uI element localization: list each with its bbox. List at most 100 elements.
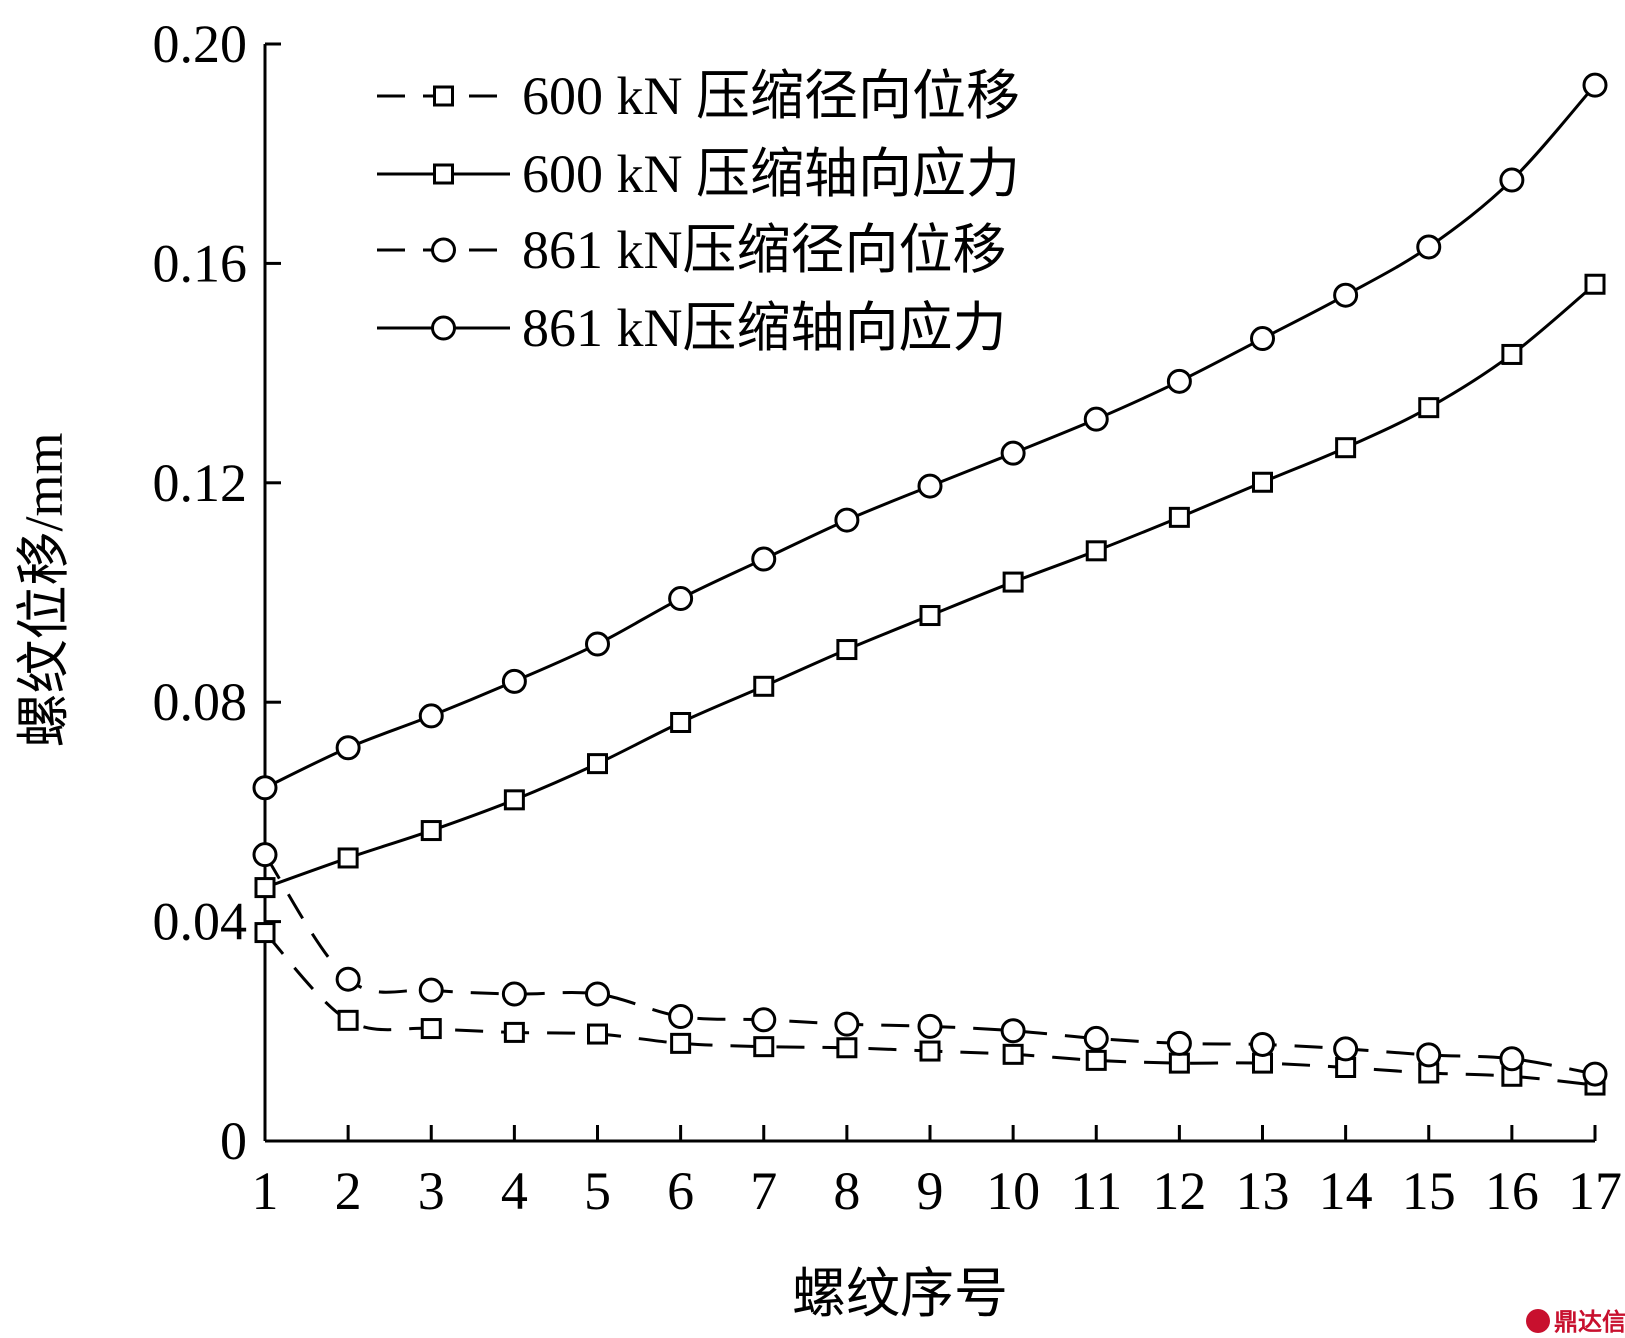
legend-swatch-marker <box>431 237 456 263</box>
legend-swatch-marker <box>431 315 456 341</box>
series-1-point <box>503 1021 525 1043</box>
legend-label: 600 kN 压缩轴向应力 <box>522 144 1020 204</box>
series-3-point <box>668 1003 694 1029</box>
series-4-point <box>1499 167 1525 193</box>
series-3-point <box>834 1011 860 1037</box>
series-4-point <box>1582 72 1608 98</box>
series-3-point <box>1333 1036 1359 1062</box>
series-4-point <box>252 775 278 801</box>
series-4-point <box>917 473 943 499</box>
series-3-point <box>585 981 610 1007</box>
series-1-point <box>587 1023 608 1045</box>
series-2-point <box>254 877 276 899</box>
series-2-point <box>1501 343 1523 365</box>
x-tick-label: 13 <box>1236 1161 1290 1221</box>
y-ticks: 0 0.04 0.08 0.12 0.16 0.20 <box>153 14 281 1171</box>
x-tick-label: 12 <box>1152 1161 1206 1221</box>
series-1-point <box>1002 1043 1024 1065</box>
x-tick-label: 3 <box>418 1161 445 1221</box>
x-tick-label: 2 <box>335 1161 362 1221</box>
series-2-point <box>919 605 941 627</box>
y-tick-label: 0.20 <box>153 14 248 74</box>
axes <box>263 44 1595 1143</box>
series-3-point <box>418 977 444 1003</box>
series-1-point <box>753 1036 775 1058</box>
series-2 <box>254 273 1606 899</box>
series-2-point <box>1584 273 1606 295</box>
x-tick-label: 1 <box>252 1161 279 1221</box>
series-3-point <box>1499 1046 1525 1072</box>
series-3-point <box>751 1007 777 1033</box>
series-2-point <box>1252 471 1273 493</box>
series-1-point <box>1085 1049 1107 1071</box>
x-tick-label: 11 <box>1070 1161 1122 1221</box>
x-tick-label: 9 <box>917 1161 944 1221</box>
series-4-point <box>1416 234 1442 260</box>
series-2-line <box>264 283 1596 890</box>
series-2-point <box>1085 540 1107 562</box>
x-tick-label: 15 <box>1402 1161 1456 1221</box>
x-tick-label: 4 <box>501 1161 528 1221</box>
legend-label: 861 kN压缩径向位移 <box>522 220 1007 280</box>
legend-swatch-marker <box>433 163 454 185</box>
watermark-icon <box>1526 1309 1550 1333</box>
legend-label: 861 kN压缩轴向应力 <box>522 298 1007 358</box>
x-tick-label: 17 <box>1568 1161 1622 1221</box>
series-4-point <box>668 586 694 612</box>
series-layer <box>252 72 1608 1096</box>
series-4-point <box>1166 368 1192 394</box>
series-4-point <box>1333 282 1359 308</box>
y-tick-label: 0.12 <box>153 453 248 513</box>
watermark-logo: 鼎达信 <box>1526 1308 1625 1336</box>
series-3-point <box>1582 1061 1608 1087</box>
series-4-point <box>418 703 444 729</box>
x-tick-label: 16 <box>1485 1161 1539 1221</box>
series-1-point <box>337 1009 359 1031</box>
series-4 <box>252 72 1608 801</box>
series-3-point <box>1250 1031 1275 1057</box>
series-3-point <box>1166 1030 1192 1056</box>
x-tick-label: 6 <box>667 1161 694 1221</box>
series-3-point <box>501 981 527 1007</box>
series-4-point <box>1000 440 1026 466</box>
x-axis-title: 螺纹序号 <box>792 1264 1008 1324</box>
series-2-point <box>503 789 525 811</box>
y-tick-label: 0.16 <box>153 233 248 293</box>
series-1-point <box>670 1032 692 1054</box>
series-1-point <box>919 1040 941 1062</box>
series-3-line <box>263 853 1596 1076</box>
x-tick-label: 7 <box>750 1161 777 1221</box>
series-4-point <box>751 546 777 572</box>
series-1-point <box>254 922 276 944</box>
series-3 <box>252 842 1608 1087</box>
x-tick-label: 14 <box>1319 1161 1373 1221</box>
series-2-point <box>670 711 692 733</box>
x-tick-label: 5 <box>584 1161 611 1221</box>
series-4-point <box>1250 326 1275 352</box>
series-2-point <box>1335 437 1357 459</box>
series-4-point <box>585 631 610 657</box>
series-1-point <box>836 1037 858 1059</box>
y-tick-label: 0 <box>220 1111 247 1171</box>
series-2-point <box>836 639 858 661</box>
series-2-point <box>337 847 359 869</box>
series-3-point <box>1000 1018 1026 1044</box>
series-2-point <box>420 820 442 842</box>
series-1-line <box>263 931 1596 1087</box>
legend: 600 kN 压缩径向位移 600 kN 压缩轴向应力 861 kN压缩径向位移 86… <box>377 66 1020 358</box>
series-4-point <box>1083 406 1109 432</box>
x-tick-label: 8 <box>833 1161 860 1221</box>
y-tick-label: 0.04 <box>153 892 248 952</box>
x-tick-label: 10 <box>986 1161 1040 1221</box>
y-tick-label: 0.08 <box>153 672 248 732</box>
y-axis-title: 螺纹位移/mm <box>14 432 74 747</box>
series-1 <box>254 922 1606 1096</box>
legend-label: 600 kN 压缩径向位移 <box>522 66 1020 126</box>
series-2-point <box>587 753 608 775</box>
series-4-point <box>501 668 527 694</box>
watermark-text: 鼎达信 <box>1554 1308 1625 1336</box>
series-2-point <box>1002 571 1024 593</box>
series-3-point <box>917 1013 943 1039</box>
series-3-point <box>335 966 361 992</box>
series-2-point <box>1418 397 1440 419</box>
